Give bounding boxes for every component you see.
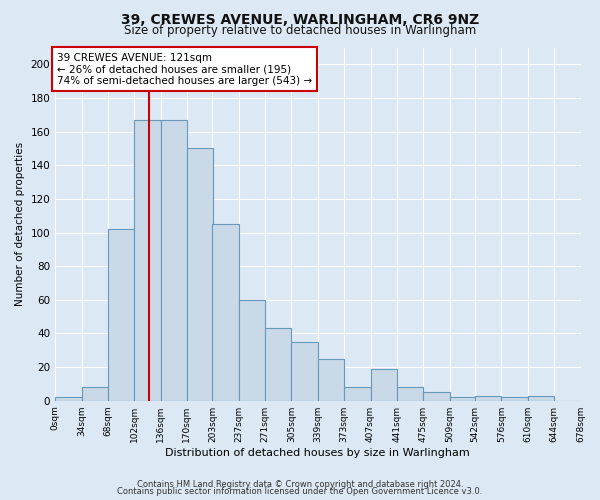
X-axis label: Distribution of detached houses by size in Warlingham: Distribution of detached houses by size … (166, 448, 470, 458)
Bar (239, 300, 265, 400)
Text: 39, CREWES AVENUE, WARLINGHAM, CR6 9NZ: 39, CREWES AVENUE, WARLINGHAM, CR6 9NZ (121, 12, 479, 26)
Bar (134, 120, 161, 400)
Text: 39 CREWES AVENUE: 121sqm
← 26% of detached houses are smaller (195)
74% of semi-: 39 CREWES AVENUE: 121sqm ← 26% of detach… (57, 52, 312, 86)
Bar (55, 398, 82, 400)
Bar (528, 396, 554, 400)
Bar (397, 388, 423, 400)
Bar (292, 342, 318, 400)
Bar (449, 398, 476, 400)
Bar (502, 398, 528, 400)
Bar (344, 388, 371, 400)
Bar (82, 388, 108, 400)
Text: Contains HM Land Registry data © Crown copyright and database right 2024.: Contains HM Land Registry data © Crown c… (137, 480, 463, 489)
Bar (265, 328, 292, 400)
Text: Size of property relative to detached houses in Warlingham: Size of property relative to detached ho… (124, 24, 476, 37)
Text: Contains public sector information licensed under the Open Government Licence v3: Contains public sector information licen… (118, 487, 482, 496)
Bar (318, 358, 344, 401)
Bar (423, 392, 449, 400)
Bar (475, 396, 502, 400)
Y-axis label: Number of detached properties: Number of detached properties (15, 142, 25, 306)
Bar (371, 369, 397, 400)
Bar (108, 229, 134, 400)
Bar (187, 148, 213, 400)
Bar (212, 224, 239, 400)
Bar (161, 120, 187, 400)
